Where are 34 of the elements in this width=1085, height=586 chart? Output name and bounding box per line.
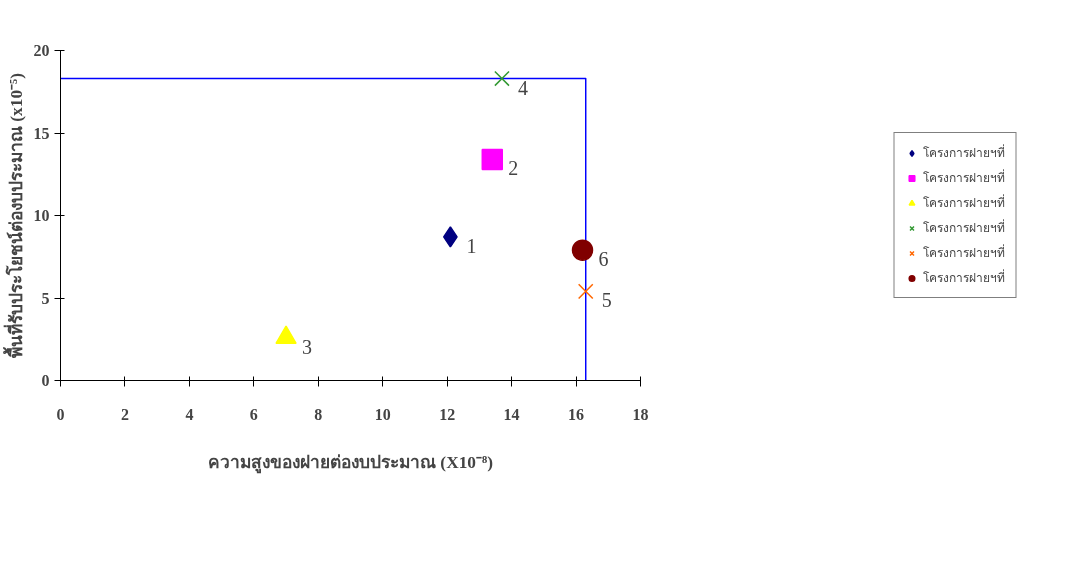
legend-label: โครงการฝายฯที่ — [923, 218, 1005, 237]
x-tick-label: 18 — [632, 405, 649, 423]
point — [481, 148, 504, 171]
annotation: 1 — [466, 234, 477, 257]
annotation: 4 — [517, 76, 528, 99]
x-tick-label: 2 — [120, 405, 129, 423]
x-tick-label: 14 — [503, 405, 520, 423]
legend-label: โครงการฝายฯที่ — [923, 243, 1005, 262]
legend-label: โครงการฝายฯที่ — [923, 268, 1005, 287]
point — [577, 283, 594, 300]
x-tick-label: 10 — [374, 405, 391, 423]
annotation: 3 — [302, 335, 313, 358]
y-tick-label: 0 — [41, 372, 50, 389]
x-tick-label: 8 — [314, 405, 323, 423]
x-tick-label: 6 — [249, 405, 258, 423]
point — [442, 226, 458, 248]
legend-label: โครงการฝายฯที่ — [923, 193, 1005, 212]
y-axis-title: พื้นที่รับประโยชน์ต่องบประมาณ (x10⁻⁵) — [2, 72, 26, 359]
x-tick-label: 0 — [56, 405, 65, 423]
x-axis-title: ความสูงของฝายต่องบประมาณ (X10⁻⁸) — [208, 452, 494, 474]
x-tick-label: 4 — [185, 405, 194, 423]
annotation: 6 — [598, 248, 609, 271]
y-tick-label: 20 — [33, 42, 50, 59]
y-tick-label: 10 — [33, 207, 50, 224]
legend-label: โครงการฝายฯที่ — [923, 168, 1005, 187]
y-tick-label: 5 — [41, 289, 50, 307]
legend-label: โครงการฝายฯที่ — [923, 143, 1005, 162]
x-tick-label: 16 — [568, 405, 585, 423]
annotation: 5 — [601, 289, 612, 312]
y-tick-label: 15 — [33, 124, 50, 142]
point — [571, 239, 594, 261]
annotation: 2 — [508, 157, 519, 180]
point — [494, 70, 510, 87]
x-tick-label: 12 — [439, 405, 456, 423]
